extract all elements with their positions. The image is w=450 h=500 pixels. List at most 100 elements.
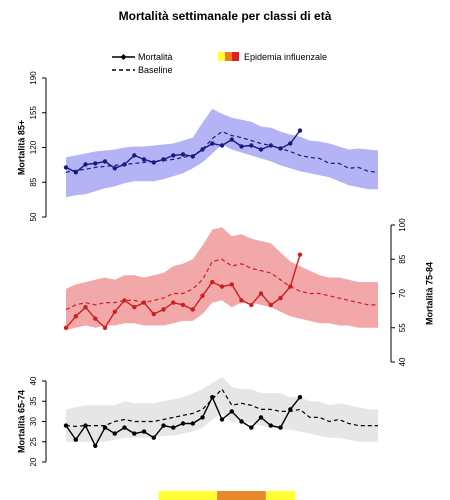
observed-point-p75 — [219, 284, 225, 289]
epidemic-bar — [158, 491, 296, 500]
observed-point-p65 — [141, 429, 147, 434]
observed-point-p85 — [219, 143, 225, 148]
observed-point-p75 — [180, 302, 186, 308]
y-axis-title-p85: Mortalità 85+ — [16, 120, 26, 175]
y-tick-label-p85: 155 — [29, 106, 38, 120]
legend-mortality-label: Mortalità — [138, 52, 173, 62]
band-p85 — [66, 108, 378, 198]
observed-point-p75 — [102, 325, 108, 330]
observed-point-p85 — [297, 128, 303, 133]
observed-point-p75 — [161, 307, 166, 312]
observed-point-p85 — [249, 143, 254, 148]
y-tick-label-p75: 55 — [398, 323, 407, 332]
observed-point-p85 — [161, 157, 166, 162]
observed-point-p65 — [83, 423, 88, 428]
legend-epidemic-swatch-yellow — [218, 52, 225, 61]
observed-point-p75 — [258, 291, 264, 296]
y-tick-label-p65: 20 — [29, 457, 38, 466]
observed-point-p65 — [132, 431, 137, 436]
observed-point-p85 — [268, 143, 273, 148]
observed-point-p65 — [229, 409, 234, 414]
observed-point-p75 — [278, 295, 283, 301]
observed-point-p85 — [180, 152, 186, 157]
observed-point-p85 — [151, 160, 156, 165]
observed-point-p85 — [93, 161, 98, 166]
observed-point-p85 — [122, 162, 127, 167]
observed-point-p65 — [210, 395, 215, 400]
observed-point-p75 — [268, 302, 273, 308]
legend-epidemic-swatch-red — [232, 52, 239, 61]
observed-point-p85 — [258, 147, 264, 152]
observed-point-p65 — [171, 425, 176, 430]
band-p65 — [66, 376, 378, 442]
observed-point-p75 — [73, 314, 79, 319]
legend: Mortalità Baseline Epidemia influenzale — [112, 52, 327, 75]
panel-p75: 40 55 70 85 100 Mortalità 75-84 — [63, 218, 434, 366]
legend-epidemic-swatch-orange — [225, 52, 232, 61]
chart-panels: 50 85 120 155 190 Mortalità 85+ 40 55 70 85 100 Mor… — [16, 71, 434, 467]
observed-point-p65 — [73, 437, 79, 442]
observed-point-p65 — [219, 417, 225, 422]
observed-point-p75 — [171, 300, 176, 305]
observed-point-p75 — [112, 309, 118, 314]
baseline-p65 — [65, 388, 378, 428]
observed-point-p85 — [200, 147, 205, 152]
observed-point-p65 — [93, 443, 98, 448]
baseline-p75 — [65, 258, 378, 311]
observed-point-p75 — [190, 307, 195, 312]
observed-point-p65 — [63, 423, 69, 428]
observed-point-p85 — [288, 141, 293, 146]
epidemic-segment-orange — [217, 491, 266, 500]
observed-point-p75 — [239, 298, 244, 303]
observed-point-p65 — [151, 435, 156, 440]
observed-point-p75 — [93, 316, 98, 321]
observed-point-p75 — [63, 325, 69, 330]
observed-point-p65 — [297, 395, 303, 400]
y-tick-label-p65: 30 — [29, 417, 38, 426]
observed-point-p65 — [249, 425, 254, 430]
observed-point-p85 — [190, 154, 195, 159]
chart-title: Mortalità settimanale per classi di età — [119, 9, 332, 23]
y-tick-label-p85: 50 — [29, 212, 38, 221]
observed-point-p85 — [141, 157, 147, 162]
observed-point-p85 — [278, 146, 283, 151]
y-tick-label-p75: 85 — [398, 254, 407, 263]
observed-point-p65 — [239, 419, 244, 424]
legend-epidemic-label: Epidemia influenzale — [244, 52, 327, 62]
observed-point-p75 — [122, 298, 127, 303]
y-tick-label-p85: 120 — [29, 140, 38, 154]
epidemic-segment-yellow — [265, 491, 296, 500]
observed-point-p65 — [112, 431, 118, 436]
observed-point-p65 — [102, 425, 108, 430]
y-tick-label-p65: 40 — [29, 376, 38, 385]
baseline-p85 — [65, 130, 379, 173]
observed-point-p85 — [132, 153, 137, 158]
observed-point-p75 — [297, 252, 303, 257]
observed-point-p75 — [249, 302, 254, 308]
observed-point-p75 — [83, 305, 88, 310]
observed-point-p65 — [278, 425, 283, 430]
observed-point-p85 — [239, 144, 244, 149]
observed-point-p85 — [73, 170, 79, 175]
observed-point-p65 — [200, 415, 205, 420]
observed-point-p85 — [210, 141, 215, 146]
y-tick-label-p75: 40 — [398, 357, 407, 366]
epidemic-segment-yellow — [158, 491, 218, 500]
observed-point-p65 — [288, 407, 293, 412]
legend-mortality-marker — [120, 54, 127, 60]
observed-point-p85 — [102, 159, 108, 164]
observed-point-p65 — [190, 421, 195, 426]
observed-point-p75 — [141, 300, 147, 305]
observed-point-p65 — [258, 415, 264, 420]
observed-point-p65 — [268, 423, 273, 428]
observed-point-p75 — [132, 305, 137, 310]
y-tick-label-p65: 25 — [29, 437, 38, 446]
observed-point-p75 — [151, 311, 156, 317]
observed-point-p85 — [171, 153, 176, 158]
observed-point-p85 — [112, 166, 118, 171]
y-tick-label-p75: 100 — [398, 218, 407, 232]
observed-point-p85 — [83, 162, 88, 167]
y-tick-label-p75: 70 — [398, 289, 407, 298]
observed-point-p75 — [200, 293, 205, 298]
